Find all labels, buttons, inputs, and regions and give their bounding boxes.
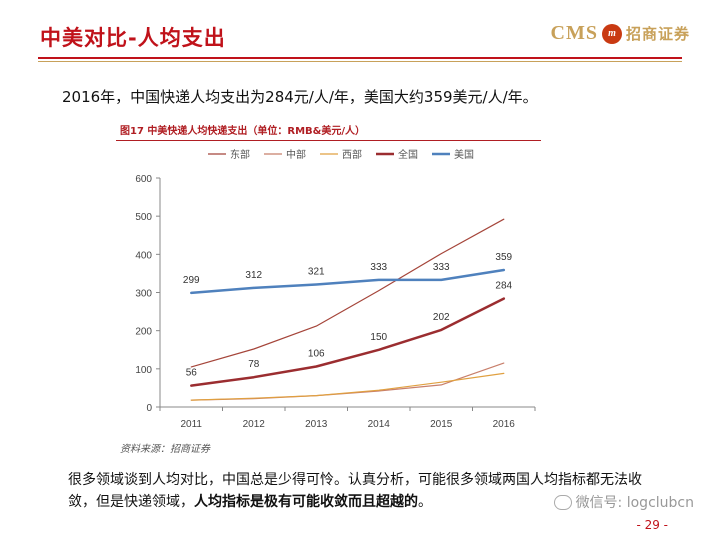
x-tick-label: 2013 bbox=[305, 419, 328, 430]
data-label: 202 bbox=[433, 312, 450, 323]
data-label: 299 bbox=[183, 275, 200, 286]
data-label: 333 bbox=[433, 262, 450, 273]
company-logo: CMS m 招商证券 bbox=[551, 22, 690, 45]
x-tick-label: 2016 bbox=[493, 419, 516, 430]
legend-label: 中部 bbox=[286, 148, 306, 161]
x-tick-label: 2011 bbox=[180, 419, 202, 430]
data-label: 321 bbox=[308, 266, 325, 277]
logo-badge-icon: m bbox=[601, 23, 622, 44]
y-tick-label: 200 bbox=[135, 327, 152, 338]
legend-label: 美国 bbox=[454, 148, 474, 161]
wechat-icon bbox=[553, 494, 572, 510]
body-text-part1: 很多领域谈到人均对比，中国总是少得可怜。认真分析，可能很多领域两国人均指标都无法… bbox=[68, 472, 642, 510]
legend-label: 全国 bbox=[398, 148, 418, 161]
watermark-text: 微信号: logclubcn bbox=[575, 495, 694, 511]
legend-label: 东部 bbox=[230, 148, 250, 161]
figure-caption-rule bbox=[116, 140, 541, 141]
series-line bbox=[190, 362, 505, 401]
chart-legend: 东部 中部 西部 全国 美国 bbox=[208, 148, 474, 161]
data-label: 106 bbox=[308, 349, 325, 360]
series-line bbox=[190, 297, 506, 387]
chart-axes: 0 100 200 300 400 500 600 2011 2012 2013 2014 2015 2… bbox=[135, 174, 536, 430]
chart-lines bbox=[190, 218, 506, 401]
data-label: 284 bbox=[495, 281, 512, 292]
data-label: 359 bbox=[495, 252, 512, 263]
x-tick-label: 2015 bbox=[430, 419, 453, 430]
y-tick-label: 400 bbox=[135, 250, 152, 261]
y-tick-label: 100 bbox=[135, 365, 152, 376]
page-number: - 29 - bbox=[636, 518, 668, 532]
title-divider-gold bbox=[38, 61, 682, 62]
data-label: 78 bbox=[248, 359, 260, 370]
y-tick-label: 500 bbox=[135, 212, 152, 223]
data-label: 333 bbox=[370, 262, 387, 273]
headline: 2016年，中国快递人均支出为284元/人/年，美国大约359美元/人/年。 bbox=[62, 88, 538, 106]
chart-data-labels: 56 78 106 150 202 284 299 312 321 333 333 359 bbox=[183, 252, 513, 379]
logo-company-name: 招商证券 bbox=[625, 25, 690, 43]
series-line bbox=[190, 218, 505, 368]
data-label: 312 bbox=[245, 270, 262, 281]
x-tick-label: 2014 bbox=[368, 419, 391, 430]
logo-cms-text: CMS bbox=[550, 22, 598, 44]
series-line bbox=[190, 372, 505, 401]
title-divider bbox=[38, 57, 682, 59]
wechat-watermark: 微信号: logclubcn bbox=[553, 492, 694, 512]
y-tick-label: 0 bbox=[146, 403, 152, 414]
series-line bbox=[190, 268, 506, 295]
figure-source: 资料来源：招商证券 bbox=[120, 444, 210, 455]
body-paragraph: 很多领域谈到人均对比，中国总是少得可怜。认真分析，可能很多领域两国人均指标都无法… bbox=[68, 469, 668, 513]
figure-caption: 图17 中美快递人均快递支出（单位：RMB&美元/人） bbox=[120, 126, 366, 137]
y-tick-label: 300 bbox=[135, 289, 152, 300]
legend-label: 西部 bbox=[342, 148, 362, 161]
x-tick-label: 2012 bbox=[243, 419, 266, 430]
slide-title: 中美对比-人均支出 bbox=[40, 26, 226, 50]
y-tick-label: 600 bbox=[135, 174, 152, 185]
line-chart: 东部 中部 西部 全国 美国 0 100 200 300 400 500 600 2011 2012 20… bbox=[135, 148, 536, 430]
data-label: 56 bbox=[186, 368, 198, 379]
body-text-bold: 人均指标是极有可能收敛而且超越的 bbox=[194, 494, 418, 510]
data-label: 150 bbox=[370, 332, 387, 343]
body-text-part2: 。 bbox=[418, 494, 432, 510]
